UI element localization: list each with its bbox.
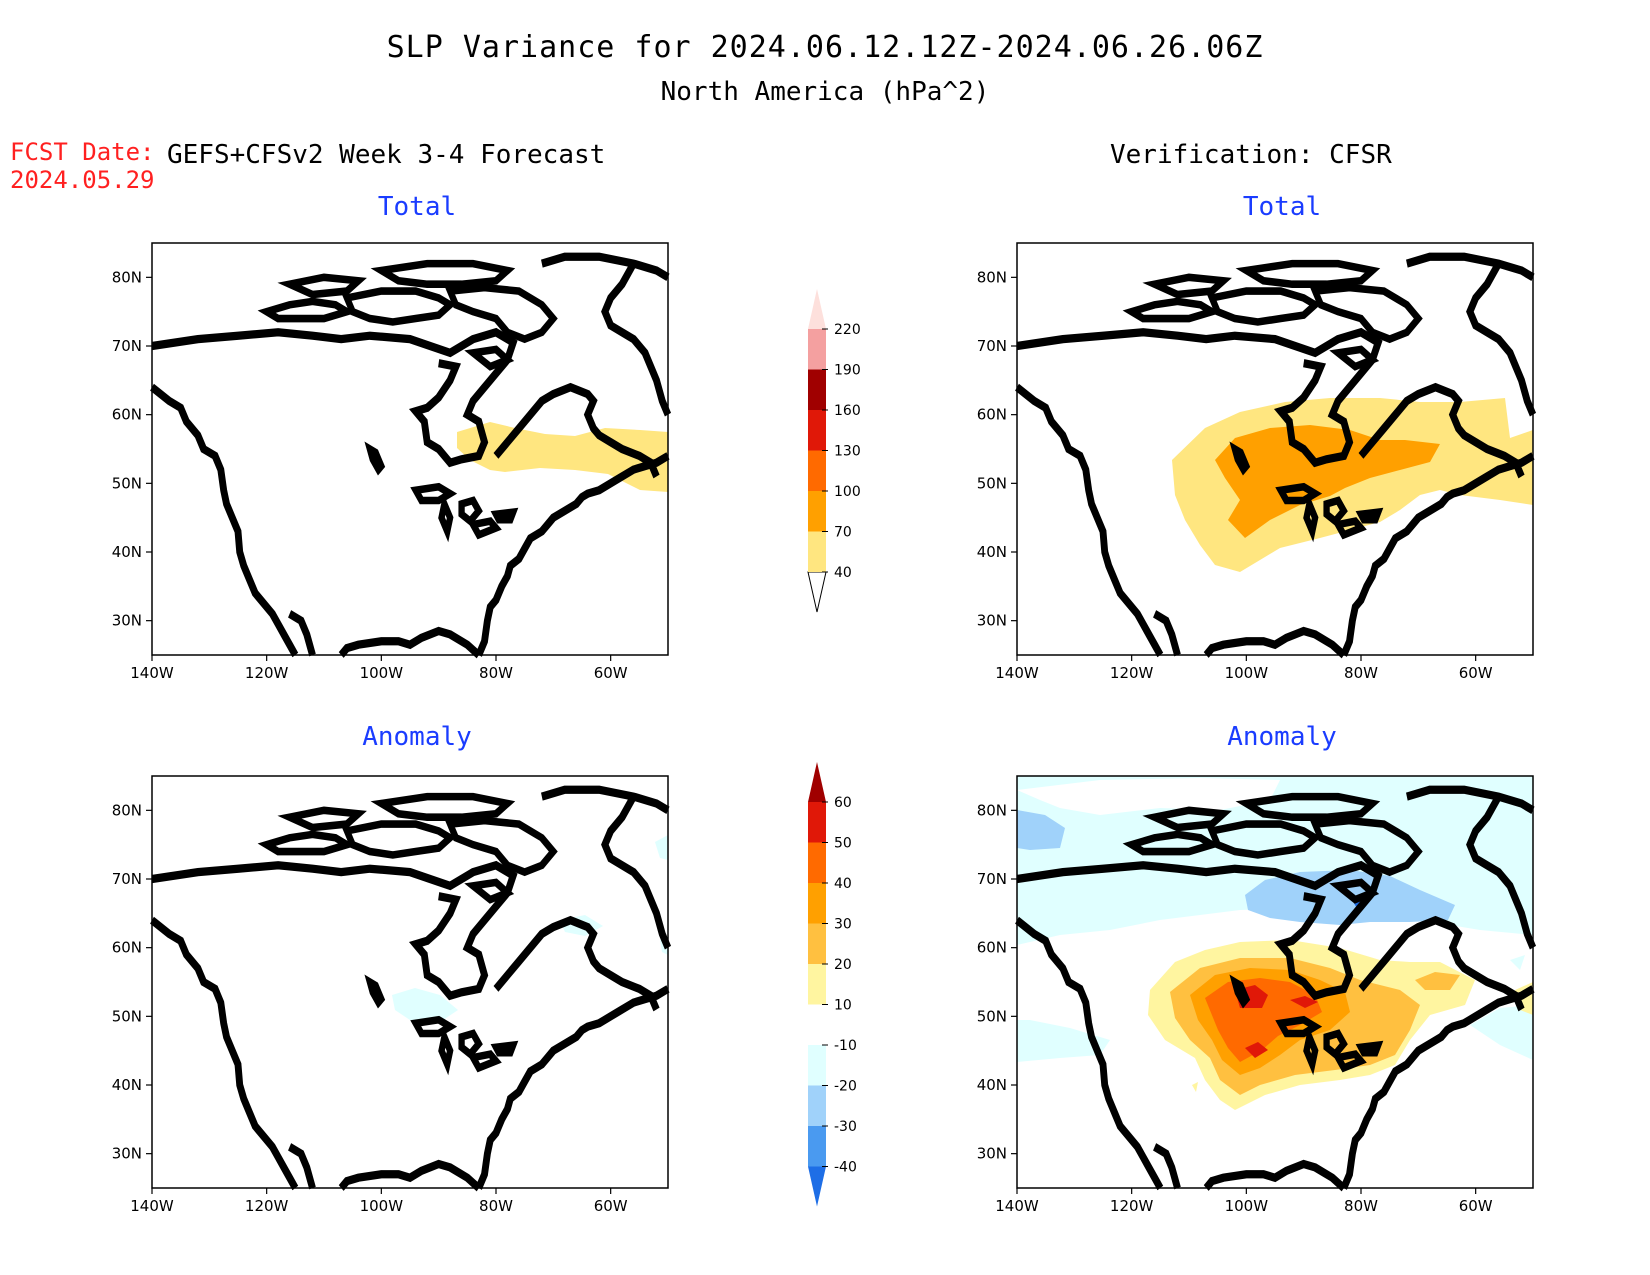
lat-tick-label: 50N [977, 474, 1007, 492]
lon-tick-label: 120W [1110, 664, 1154, 682]
lat-tick-label: 80N [112, 801, 142, 819]
lat-tick-label: 60N [112, 406, 142, 424]
lat-tick-label: 50N [977, 1007, 1007, 1025]
colorbar-anomaly-label: -40 [834, 1160, 857, 1176]
lat-tick-label: 30N [112, 612, 142, 630]
colorbar-anomaly-swatch [808, 762, 826, 802]
lat-tick-label: 40N [977, 543, 1007, 561]
lat-tick-label: 40N [112, 1076, 142, 1094]
colorbar-anomaly-swatch [808, 802, 826, 843]
page-subtitle: North America (hPa^2) [660, 77, 990, 107]
lat-tick-label: 40N [977, 1076, 1007, 1094]
colorbar-anomaly-label: -20 [834, 1079, 857, 1095]
lat-tick-label: 70N [112, 870, 142, 888]
lon-tick-label: 100W [360, 1197, 404, 1215]
colorbar-anomaly-swatch [808, 923, 826, 964]
page-title: SLP Variance for 2024.06.12.12Z-2024.06.… [386, 30, 1264, 65]
lon-tick-label: 120W [1110, 1197, 1154, 1215]
left-column-title: GEFS+CFSv2 Week 3-4 Forecast [167, 140, 606, 170]
lat-tick-label: 60N [977, 406, 1007, 424]
lat-tick-label: 30N [112, 1145, 142, 1163]
colorbar-total-swatch [808, 289, 826, 329]
colorbar-total-label: 130 [834, 444, 861, 460]
colorbar-anomaly-swatch [808, 1085, 826, 1126]
lat-tick-label: 60N [977, 939, 1007, 957]
lon-tick-label: 60W [1459, 1197, 1493, 1215]
fcst-date: 2024.05.29 [10, 166, 155, 194]
lat-tick-label: 40N [112, 543, 142, 561]
lat-tick-label: 80N [977, 801, 1007, 819]
colorbar-anomaly-swatch [808, 1004, 826, 1045]
colorbar-total-swatch [808, 369, 826, 410]
colorbar-anomaly-swatch [808, 1166, 826, 1207]
colorbar-anomaly: 60 50 40 30 20 10 -10 -20 -30 -40 [808, 762, 857, 1207]
lon-tick-label: 120W [245, 664, 289, 682]
colorbar-total-label: 100 [834, 484, 861, 500]
lat-tick-label: 60N [112, 939, 142, 957]
colorbar-total-swatch [808, 410, 826, 451]
colorbar-anomaly-label: -30 [834, 1119, 857, 1135]
colorbar-anomaly-label: 30 [834, 917, 852, 933]
lon-tick-label: 140W [995, 664, 1039, 682]
vr-total-map [1017, 242, 1533, 655]
colorbar-total-end [807, 571, 827, 613]
colorbar-total: 40 70 100 130 160 190 220 [807, 289, 861, 613]
lon-tick-label: 100W [1225, 1197, 1269, 1215]
lon-tick-label: 60W [594, 1197, 628, 1215]
lat-tick-label: 70N [977, 337, 1007, 355]
lat-tick-label: 70N [977, 870, 1007, 888]
colorbar-anomaly-label: 50 [834, 836, 852, 852]
lat-tick-label: 50N [112, 474, 142, 492]
colorbar-total-label: 40 [834, 565, 852, 581]
lat-tick-label: 80N [977, 268, 1007, 286]
lon-tick-label: 60W [594, 664, 628, 682]
lon-tick-label: 80W [479, 664, 513, 682]
colorbar-anomaly-swatch [808, 1045, 826, 1086]
fc-total-title: Total [377, 192, 457, 222]
vr-anomaly-map [1017, 775, 1533, 1188]
fc-anomaly-title: Anomaly [362, 722, 472, 752]
colorbar-total-label: 70 [834, 525, 852, 541]
vr-anomaly-title: Anomaly [1227, 722, 1337, 752]
colorbar-anomaly-swatch [808, 964, 826, 1005]
colorbar-anomaly-label: 60 [834, 795, 852, 811]
colorbar-anomaly-swatch [808, 1126, 826, 1167]
fcst-label: FCST Date: [10, 138, 155, 166]
right-column-title: Verification: CFSR [1110, 140, 1392, 170]
colorbar-total-swatch [808, 329, 826, 370]
axes-layer: 80N 70N 60N 50N 40N 30N 140W 120W 100W 80W 60W 80N 7… [112, 268, 1493, 1215]
lat-tick-label: 30N [977, 612, 1007, 630]
lon-tick-label: 100W [1225, 664, 1269, 682]
lon-tick-label: 80W [479, 1197, 513, 1215]
colorbar-total-swatch [808, 450, 826, 491]
fc-anomaly-map [152, 775, 668, 1188]
lon-tick-label: 80W [1344, 1197, 1378, 1215]
lon-tick-label: 140W [995, 1197, 1039, 1215]
vr-total-title: Total [1242, 192, 1322, 222]
lat-tick-label: 80N [112, 268, 142, 286]
fc-total-map [152, 242, 668, 655]
lon-tick-label: 140W [130, 664, 174, 682]
lon-tick-label: 80W [1344, 664, 1378, 682]
colorbar-anomaly-label: 10 [834, 998, 852, 1014]
lon-tick-label: 100W [360, 664, 404, 682]
colorbar-total-label: 190 [834, 363, 861, 379]
lon-tick-label: 60W [1459, 664, 1493, 682]
lat-tick-label: 30N [977, 1145, 1007, 1163]
lon-tick-label: 120W [245, 1197, 289, 1215]
colorbar-anomaly-label: -10 [834, 1038, 857, 1054]
colorbar-anomaly-label: 20 [834, 957, 852, 973]
lon-tick-label: 140W [130, 1197, 174, 1215]
colorbar-anomaly-swatch [808, 883, 826, 924]
colorbar-anomaly-label: 40 [834, 876, 852, 892]
lat-tick-label: 50N [112, 1007, 142, 1025]
colorbar-total-swatch [808, 491, 826, 532]
lat-tick-label: 70N [112, 337, 142, 355]
colorbar-total-swatch [808, 531, 826, 572]
colorbar-total-label: 160 [834, 403, 861, 419]
colorbar-total-label: 220 [834, 322, 861, 338]
colorbar-anomaly-swatch [808, 842, 826, 883]
